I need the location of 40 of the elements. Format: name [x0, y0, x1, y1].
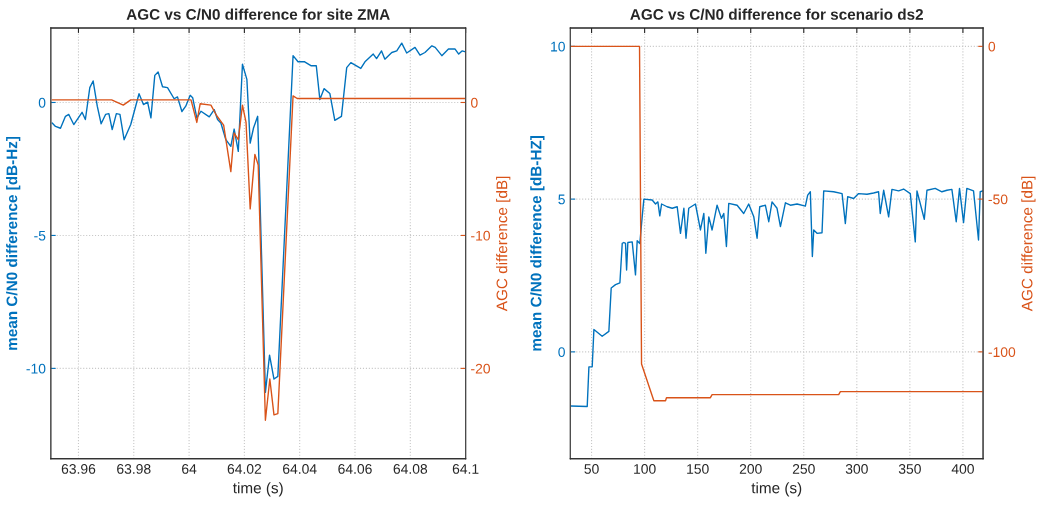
x-tick-label: 63.96 [61, 464, 96, 474]
line-series [51, 42, 466, 394]
line-series [570, 187, 984, 408]
y-axis-title: mean C/N0 difference [dB-HZ] [530, 136, 545, 351]
x-tick-label: 64 [182, 464, 197, 474]
x-tick-label: 300 [845, 464, 868, 474]
y2-tick-label: 0 [988, 41, 996, 52]
x-axis-title: time (s) [751, 482, 802, 497]
x-tick-label: 400 [951, 464, 974, 474]
y2-tick-label: -10 [471, 230, 490, 241]
y2-tick-label: -20 [471, 363, 490, 374]
y-tick-label: 0 [38, 97, 46, 108]
line-series [51, 95, 466, 421]
x-tick-label: 350 [898, 464, 921, 474]
y-axis-title: mean C/N0 difference [dB-Hz] [6, 136, 21, 350]
y-tick-label: 0 [558, 347, 565, 358]
x-tick-label: 200 [739, 464, 762, 474]
y2-tick-label: -50 [988, 194, 1008, 205]
x-tick-label: 250 [792, 464, 815, 474]
x-tick-label: 63.98 [117, 464, 151, 474]
x-tick-label: 64.08 [393, 464, 428, 474]
line-series [570, 45, 984, 402]
x-tick-label: 150 [687, 464, 709, 474]
y-tick-label: 5 [558, 194, 565, 205]
chart-title: AGC vs C/N0 difference for site ZMA [126, 8, 390, 20]
y2-tick-label: 0 [471, 97, 478, 108]
chart-title: AGC vs C/N0 difference for scenario ds2 [630, 8, 923, 20]
y-tick-label: 10 [551, 41, 565, 52]
y-tick-label: -5 [34, 230, 46, 241]
y2-tick-label: -100 [988, 347, 1016, 358]
x-tick-label: 64.02 [227, 464, 262, 474]
x-tick-label: 64.04 [283, 464, 317, 474]
y-tick-label: -10 [26, 363, 46, 374]
x-tick-label: 100 [634, 464, 656, 474]
x-tick-label: 64.06 [338, 464, 372, 474]
y2-axis-title: AGC difference [dB] [496, 176, 511, 312]
y2-axis-title: AGC difference [dB] [1021, 176, 1036, 312]
x-tick-label: 64.1 [452, 464, 479, 474]
x-tick-label: 50 [584, 464, 599, 474]
x-axis-title: time (s) [232, 482, 283, 497]
